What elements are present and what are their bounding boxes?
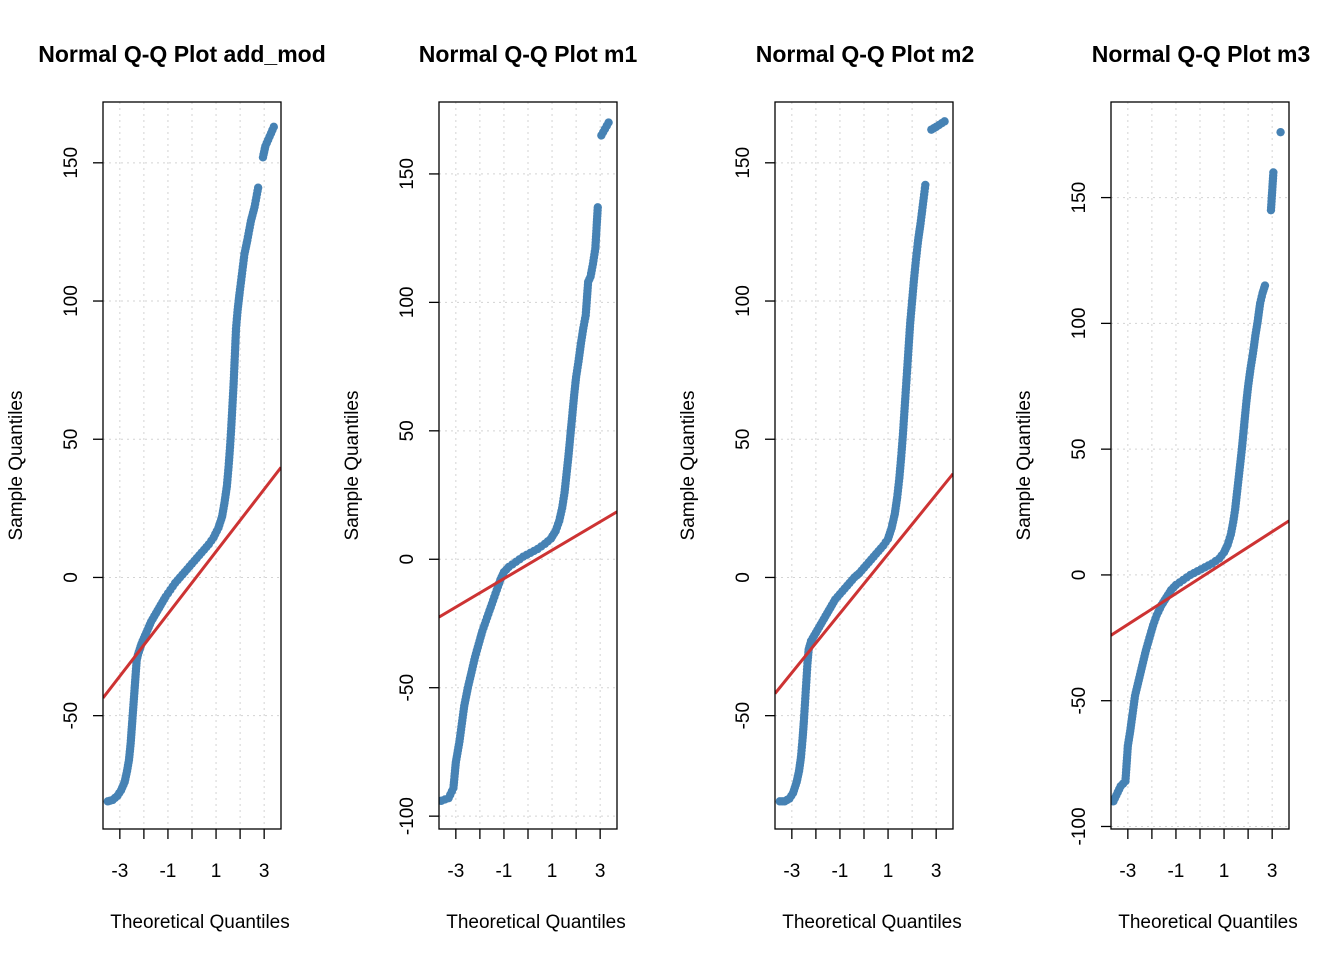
data-point xyxy=(593,203,602,212)
points xyxy=(439,118,613,805)
points xyxy=(1111,127,1285,806)
panel-title: Normal Q-Q Plot m3 xyxy=(1092,41,1311,67)
y-tick-label: 150 xyxy=(1069,182,1090,214)
y-axis: -100 -50 0 50 100 150 Sample Quantiles xyxy=(1014,182,1111,846)
x-tick-label: -1 xyxy=(831,861,848,882)
data-point xyxy=(1276,127,1285,137)
y-tick-label: 50 xyxy=(733,429,754,450)
points xyxy=(103,122,278,806)
x-axis: -3 -1 1 3 Theoretical Quantiles xyxy=(782,829,962,933)
y-tick-label: 0 xyxy=(397,554,418,565)
x-tick-label: -3 xyxy=(111,861,128,882)
y-tick-label: 100 xyxy=(61,285,82,317)
y-tick-label: 150 xyxy=(733,147,754,179)
y-axis-label: Sample Quantiles xyxy=(342,391,363,541)
y-tick-label: 100 xyxy=(733,285,754,317)
data-point xyxy=(253,183,263,192)
data-point xyxy=(604,118,613,127)
y-tick-label: -100 xyxy=(1069,807,1090,845)
qq-panel-3: Normal Q-Q Plot m2 -3 -1 1 3 Theoretical Quan… xyxy=(678,41,974,933)
y-tick-label: -50 xyxy=(397,674,418,701)
reference-line xyxy=(775,472,953,695)
data-point xyxy=(940,117,949,126)
x-tick-label: 1 xyxy=(1219,861,1230,882)
reference-line xyxy=(1111,519,1289,637)
y-tick-label: 50 xyxy=(397,420,418,441)
y-tick-label: 0 xyxy=(1069,570,1090,581)
y-axis: -50 0 50 100 150 Sample Quantiles xyxy=(678,147,775,729)
x-axis-label: Theoretical Quantiles xyxy=(782,912,962,933)
x-tick-label: 3 xyxy=(931,861,942,882)
x-axis-label: Theoretical Quantiles xyxy=(446,912,626,933)
x-axis: -3 -1 1 3 Theoretical Quantiles xyxy=(110,829,290,933)
y-tick-label: 150 xyxy=(397,158,418,190)
panel-title: Normal Q-Q Plot add_mod xyxy=(38,41,326,67)
reference-line xyxy=(103,466,281,699)
data-point xyxy=(1269,168,1278,177)
points xyxy=(775,117,949,806)
x-axis-label: Theoretical Quantiles xyxy=(1118,912,1298,933)
data-point xyxy=(921,180,930,190)
y-axis-label: Sample Quantiles xyxy=(1014,391,1035,541)
y-tick-label: 0 xyxy=(733,572,754,583)
qq-panel-4: Normal Q-Q Plot m3 -3 -1 1 3 Theoretical Quan… xyxy=(1014,41,1310,933)
x-axis: -3 -1 1 3 Theoretical Quantiles xyxy=(1118,829,1298,933)
y-tick-label: -50 xyxy=(733,702,754,729)
y-tick-label: 50 xyxy=(61,429,82,450)
y-tick-label: -100 xyxy=(397,797,418,835)
grid-lines xyxy=(775,102,953,829)
y-tick-label: 100 xyxy=(397,287,418,319)
x-tick-label: 3 xyxy=(1267,861,1278,882)
y-axis-label: Sample Quantiles xyxy=(6,391,27,541)
x-tick-label: 3 xyxy=(595,861,606,882)
x-tick-label: -1 xyxy=(159,861,176,882)
x-tick-label: 3 xyxy=(259,861,270,882)
x-tick-label: 1 xyxy=(547,861,558,882)
data-point xyxy=(1260,281,1270,290)
data-point xyxy=(269,122,278,132)
qq-panel-1: Normal Q-Q Plot add_mod -3 -1 1 3 Theoretical… xyxy=(6,41,326,933)
grid-lines xyxy=(1111,102,1289,829)
x-tick-label: -1 xyxy=(1167,861,1184,882)
panel-title: Normal Q-Q Plot m2 xyxy=(756,41,975,67)
x-tick-label: -3 xyxy=(1119,861,1136,882)
y-tick-label: -50 xyxy=(61,702,82,729)
x-tick-label: -3 xyxy=(447,861,464,882)
reference-line xyxy=(439,510,617,619)
x-axis: -3 -1 1 3 Theoretical Quantiles xyxy=(446,829,626,933)
qq-panel-2: Normal Q-Q Plot m1 -3 -1 1 3 Theoretical Quan… xyxy=(342,41,637,933)
x-tick-label: -1 xyxy=(495,861,512,882)
y-tick-label: -50 xyxy=(1069,687,1090,714)
x-tick-label: 1 xyxy=(211,861,222,882)
x-tick-label: 1 xyxy=(883,861,894,882)
y-axis: -50 0 50 100 150 Sample Quantiles xyxy=(6,147,103,729)
panel-title: Normal Q-Q Plot m1 xyxy=(419,41,638,67)
y-tick-label: 150 xyxy=(61,147,82,179)
x-axis-label: Theoretical Quantiles xyxy=(110,912,290,933)
x-tick-label: -3 xyxy=(783,861,800,882)
y-axis-label: Sample Quantiles xyxy=(678,391,699,541)
y-tick-label: 50 xyxy=(1069,439,1090,460)
y-axis: -100 -50 0 50 100 150 Sample Quantiles xyxy=(342,158,439,835)
y-tick-label: 100 xyxy=(1069,308,1090,340)
y-tick-label: 0 xyxy=(61,572,82,583)
grid-lines xyxy=(103,102,281,829)
